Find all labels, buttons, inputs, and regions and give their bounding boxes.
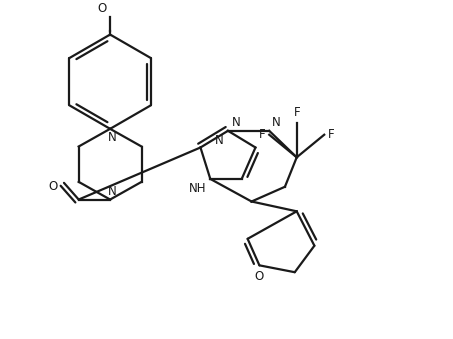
Text: F: F <box>259 128 265 141</box>
Text: N: N <box>108 184 116 198</box>
Text: N: N <box>108 131 116 144</box>
Text: O: O <box>49 180 58 193</box>
Text: NH: NH <box>189 182 207 195</box>
Text: N: N <box>232 116 241 129</box>
Text: F: F <box>328 128 335 141</box>
Text: F: F <box>294 106 300 119</box>
Text: N: N <box>215 134 224 147</box>
Text: O: O <box>255 270 264 283</box>
Text: O: O <box>98 2 107 15</box>
Text: N: N <box>272 116 281 129</box>
